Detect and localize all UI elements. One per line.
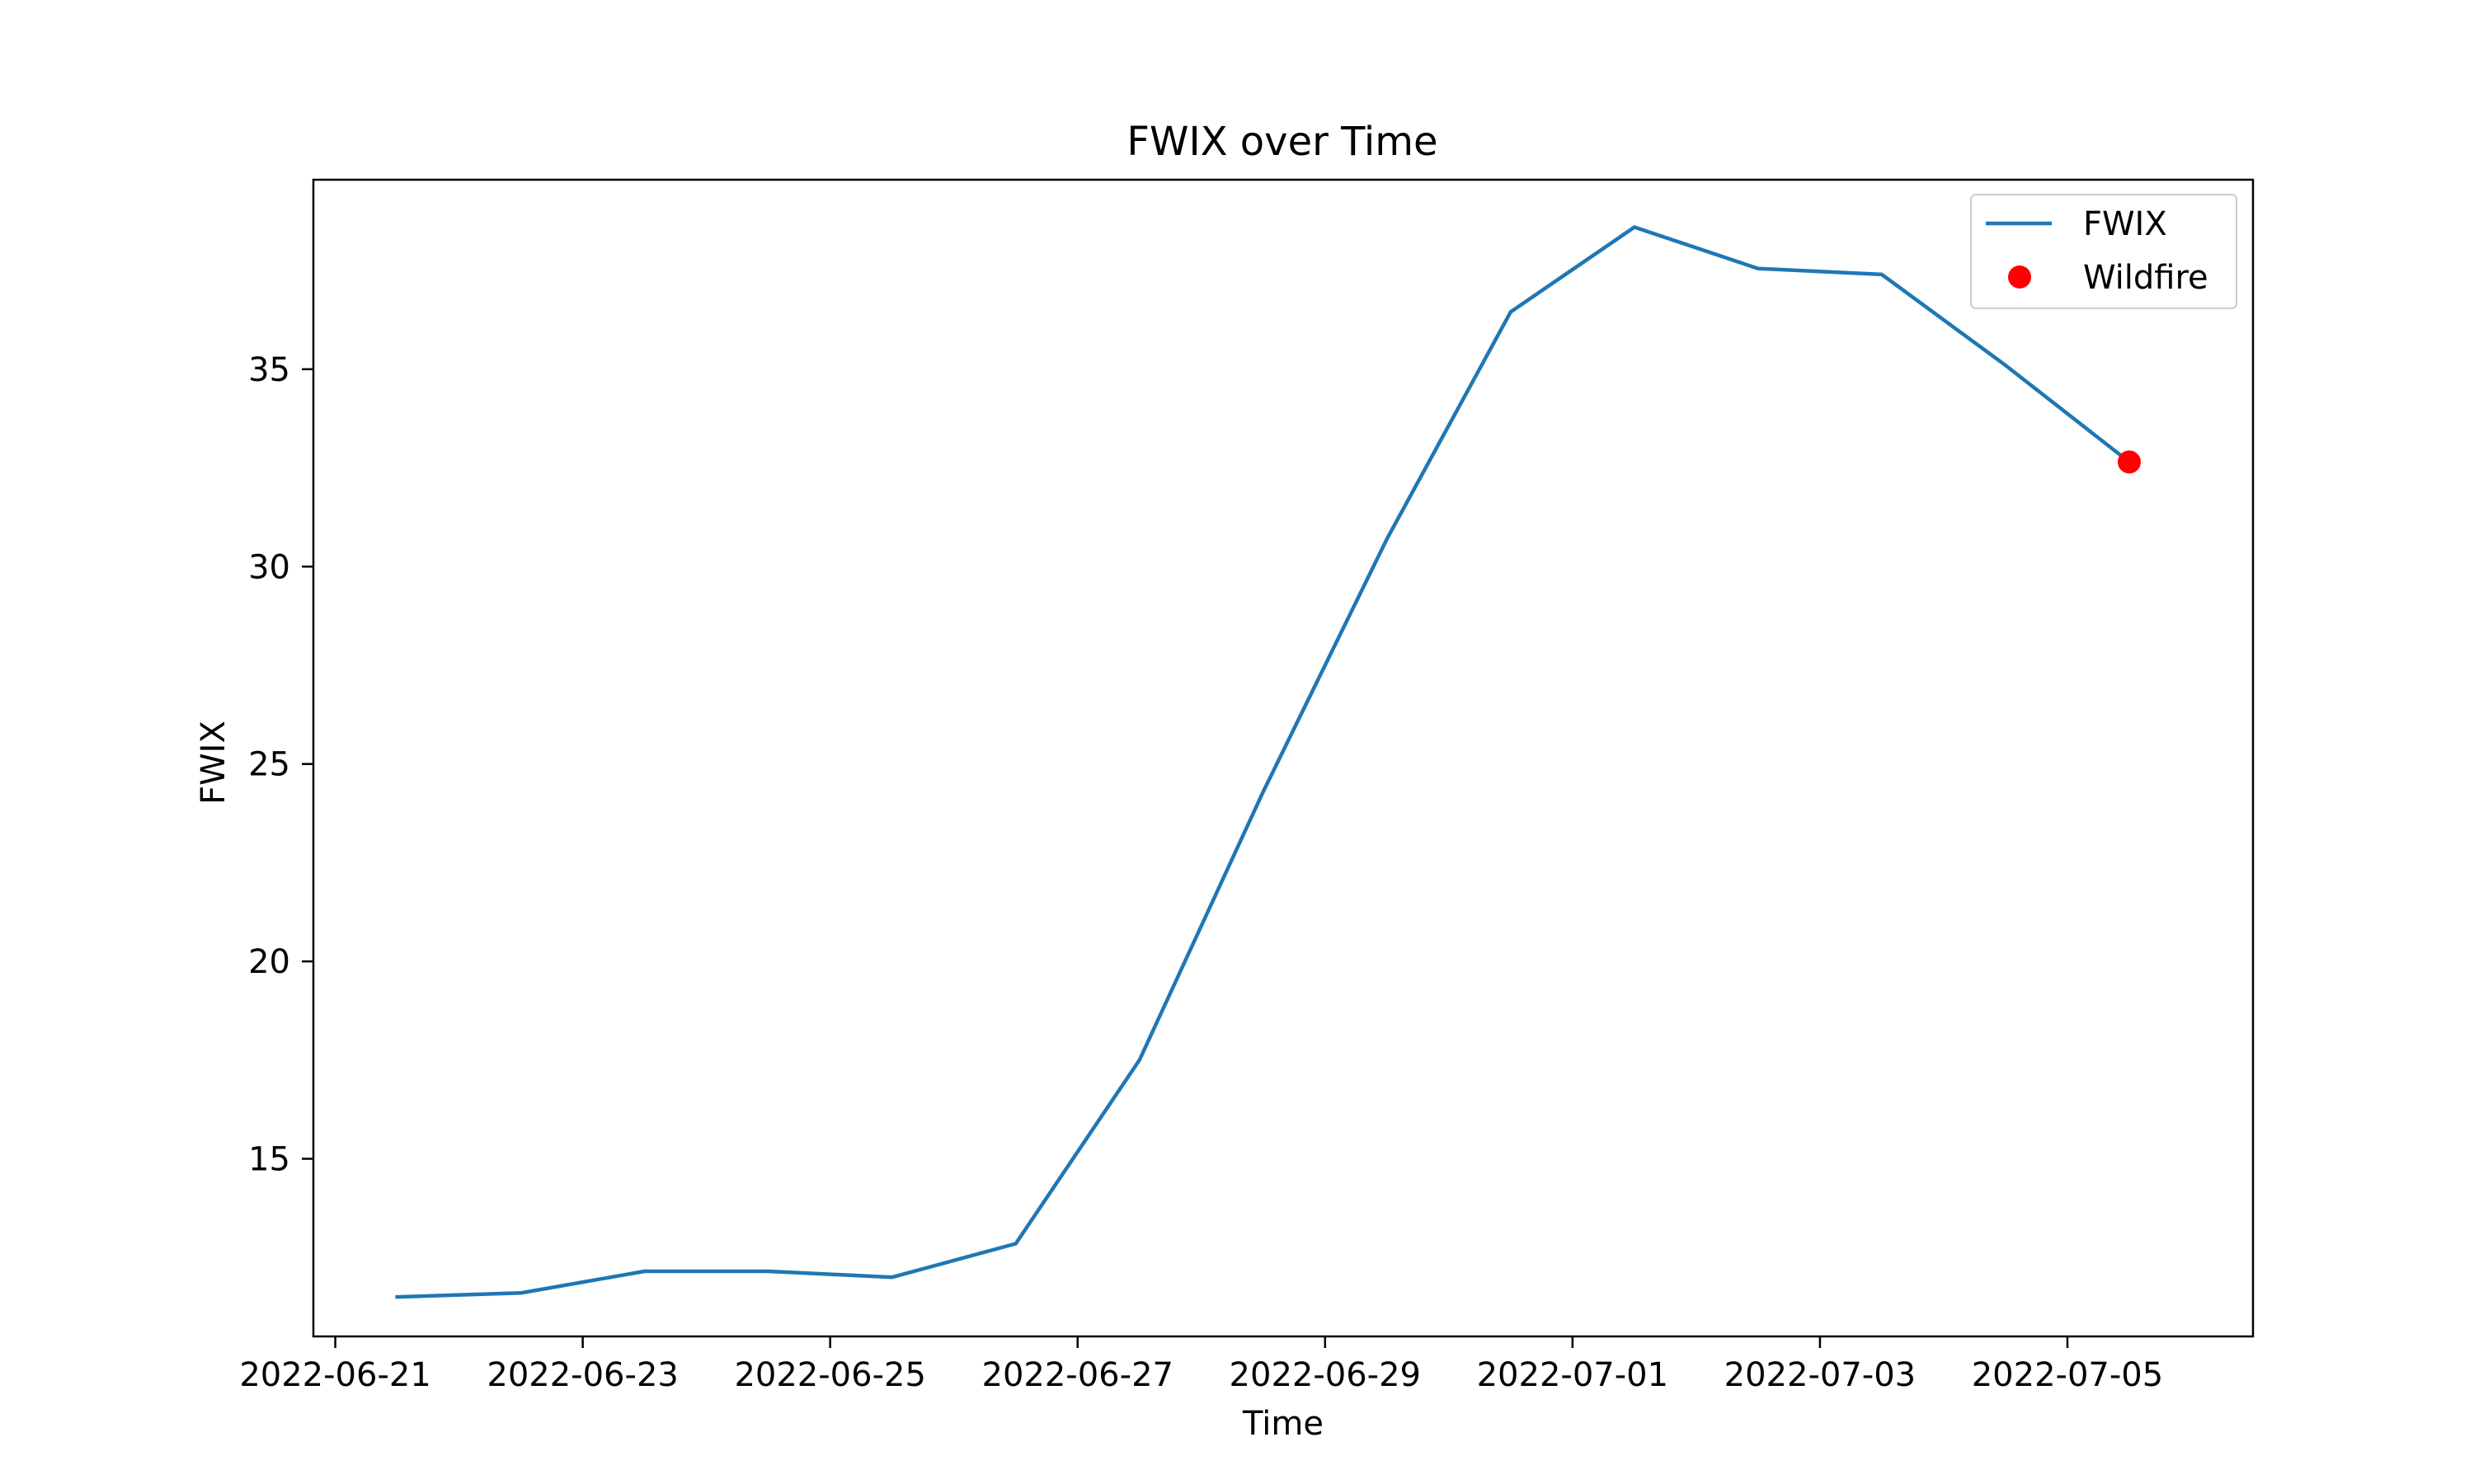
y-tick-label: 30 — [248, 548, 290, 586]
y-axis-label: FWIX — [195, 721, 233, 805]
x-tick-label: 2022-06-25 — [734, 1356, 925, 1394]
y-axis: 15 20 25 30 35 — [248, 351, 313, 1179]
x-tick-label: 2022-06-29 — [1230, 1356, 1421, 1394]
x-axis-label: Time — [1242, 1405, 1324, 1443]
fwix-series-line — [395, 225, 2133, 1299]
x-tick-label: 2022-06-21 — [239, 1356, 430, 1394]
x-tick-label: 2022-06-27 — [982, 1356, 1174, 1394]
plot-frame — [312, 178, 2255, 1338]
y-tick-label: 20 — [248, 943, 290, 981]
plot-area — [395, 225, 2141, 1299]
y-tick-label: 15 — [248, 1141, 290, 1179]
chart-title: FWIX over Time — [1126, 119, 1437, 165]
x-axis: 2022-06-21 2022-06-23 2022-06-25 2022-06-27… — [239, 1336, 2163, 1394]
y-tick-label: 35 — [248, 351, 290, 389]
x-tick-label: 2022-07-01 — [1477, 1356, 1668, 1394]
legend: FWIX Wildfire — [1970, 194, 2237, 309]
x-tick-label: 2022-07-03 — [1724, 1356, 1916, 1394]
legend-fwix-label: FWIX — [2083, 205, 2167, 243]
y-tick-label: 25 — [248, 746, 290, 784]
wildfire-point — [2117, 450, 2141, 474]
x-tick-label: 2022-07-05 — [1972, 1356, 2163, 1394]
legend-wildfire-swatch — [2008, 265, 2031, 289]
legend-wildfire-label: Wildfire — [2083, 259, 2208, 297]
x-tick-label: 2022-06-23 — [487, 1356, 678, 1394]
